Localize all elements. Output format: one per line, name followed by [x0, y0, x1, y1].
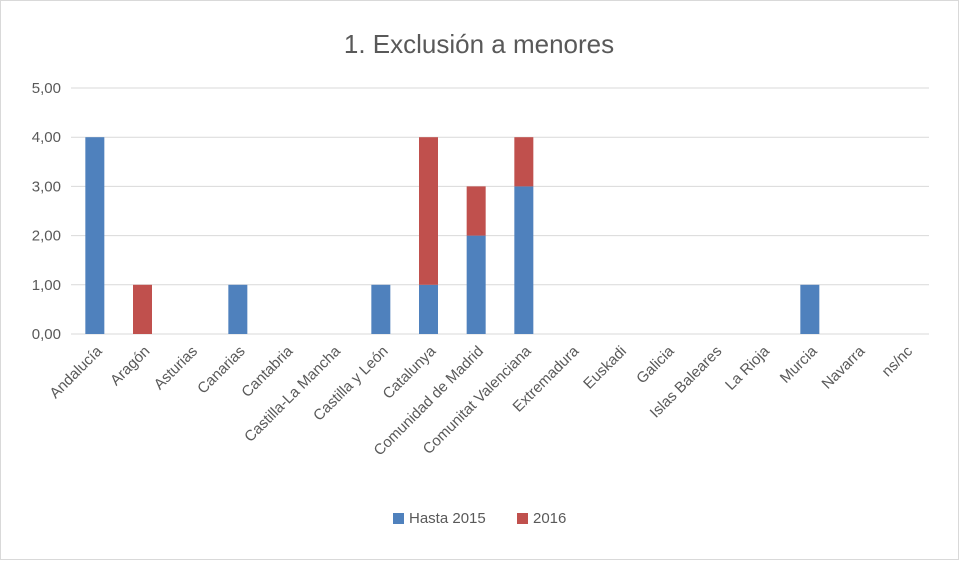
y-axis-tick-labels: 0,00 1,00 2,00 3,00 4,00 5,00: [32, 80, 61, 343]
y-tick-label: 0,00: [32, 326, 61, 343]
bar-2016: [133, 284, 152, 334]
grid-lines: [71, 87, 929, 335]
y-tick-label: 4,00: [32, 129, 61, 146]
legend: Hasta 2015 2016: [393, 510, 566, 527]
bar-hasta-2015: [514, 186, 534, 334]
x-tick-label: La Rioja: [722, 342, 773, 393]
legend-swatch: [517, 513, 528, 524]
x-tick-label: ns/nc: [879, 342, 917, 380]
x-tick-label: Andalucía: [46, 342, 106, 402]
y-tick-label: 2,00: [32, 228, 61, 245]
legend-swatch: [393, 513, 404, 524]
y-tick-label: 3,00: [32, 178, 61, 195]
bar-2016: [466, 186, 486, 236]
bars: [85, 137, 820, 334]
x-axis-tick-labels: Andalucía AragónAsturiasCanariasCantabria…: [46, 342, 916, 459]
bar-hasta-2015: [466, 235, 486, 334]
legend-label: Hasta 2015: [409, 510, 486, 527]
bar-hasta-2015: [371, 284, 391, 334]
bar-hasta-2015: [419, 284, 438, 334]
chart-title: 1. Exclusión a menores: [344, 29, 614, 59]
legend-label: 2016: [533, 510, 566, 527]
bar-2016: [419, 137, 438, 285]
y-tick-label: 5,00: [32, 80, 61, 97]
x-tick-label: Euskadi: [580, 343, 630, 393]
bar-hasta-2015: [800, 284, 820, 334]
x-tick-label: Aragón: [107, 343, 153, 389]
x-tick-label: Murcia: [777, 342, 821, 386]
bar-hasta-2015: [85, 137, 105, 334]
bar-hasta-2015: [228, 284, 248, 334]
y-tick-label: 1,00: [32, 277, 61, 294]
bar-2016: [514, 137, 534, 187]
x-tick-label: Galicia: [633, 342, 678, 387]
x-tick-label: Navarra: [819, 342, 869, 392]
